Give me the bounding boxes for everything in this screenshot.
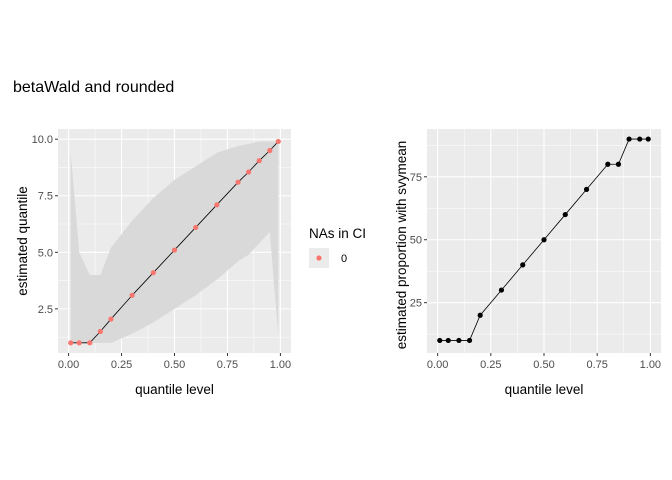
x-tick-label: 0.50 (533, 359, 554, 371)
data-point (437, 337, 443, 344)
data-point (267, 147, 273, 154)
data-point (150, 270, 156, 276)
right-series-points (437, 136, 651, 344)
data-point (445, 337, 451, 344)
x-tick-label: 1.00 (270, 359, 291, 371)
right-y-axis-ticks: 25 50 75 (410, 172, 427, 310)
data-point (76, 340, 82, 346)
data-point (466, 337, 473, 344)
data-point (129, 292, 135, 298)
data-point (498, 287, 505, 293)
data-point (256, 158, 262, 164)
data-point (562, 211, 568, 218)
data-point (193, 224, 199, 231)
x-tick-label: 1.00 (640, 359, 661, 371)
left-plot: 0.00 0.25 0.50 0.75 1.00 2.5 5.0 7.5 10.0 quant… (15, 129, 291, 397)
x-tick-label: 0.75 (586, 359, 607, 371)
data-point (275, 138, 281, 145)
left-y-axis-label: estimated quantile (15, 186, 30, 296)
y-tick-label: 2.5 (38, 304, 53, 316)
data-point (87, 340, 93, 346)
left-y-axis-ticks: 2.5 5.0 7.5 10.0 (32, 134, 58, 316)
left-x-axis-label: quantile level (135, 382, 214, 397)
data-point (214, 202, 220, 208)
figure-title: betaWald and rounded (13, 79, 174, 96)
y-tick-label: 25 (410, 298, 422, 310)
legend-title: NAs in CI (309, 226, 366, 241)
data-point (615, 161, 622, 167)
data-point (246, 169, 252, 175)
left-x-axis-ticks: 0.00 0.25 0.50 0.75 1.00 (58, 353, 291, 371)
right-y-axis-label: estimated proportion with svymean (394, 141, 409, 350)
x-tick-label: 0.00 (427, 359, 448, 371)
data-point (637, 136, 643, 142)
y-tick-label: 50 (410, 235, 422, 247)
data-point (626, 136, 632, 142)
y-tick-label: 75 (410, 172, 422, 184)
legend: NAs in CI 0 (309, 226, 366, 268)
data-point (605, 161, 611, 167)
data-point (520, 262, 526, 268)
x-tick-label: 0.00 (58, 359, 79, 371)
data-point (583, 186, 590, 193)
left-series-points (68, 138, 281, 346)
data-point (477, 312, 483, 318)
data-point (108, 316, 114, 322)
left-ci-band (70, 141, 279, 343)
x-tick-label: 0.75 (217, 359, 238, 371)
data-point (97, 328, 103, 335)
data-point (541, 237, 547, 243)
x-tick-label: 0.25 (111, 359, 132, 371)
data-point (645, 136, 651, 142)
data-point (171, 247, 178, 253)
y-tick-label: 10.0 (32, 134, 53, 146)
right-plot: 0.00 0.25 0.50 0.75 1.00 25 50 75 quantile lev… (394, 129, 661, 397)
x-tick-label: 0.25 (480, 359, 501, 371)
data-point (235, 179, 241, 185)
legend-marker (316, 255, 322, 261)
y-tick-label: 5.0 (38, 247, 53, 259)
right-x-axis-label: quantile level (505, 382, 584, 397)
data-point (456, 337, 462, 344)
legend-entry-label: 0 (341, 253, 347, 265)
data-point (68, 340, 74, 346)
y-tick-label: 7.5 (38, 191, 53, 203)
x-tick-label: 0.50 (164, 359, 185, 371)
right-x-axis-ticks: 0.00 0.25 0.50 0.75 1.00 (427, 353, 661, 371)
